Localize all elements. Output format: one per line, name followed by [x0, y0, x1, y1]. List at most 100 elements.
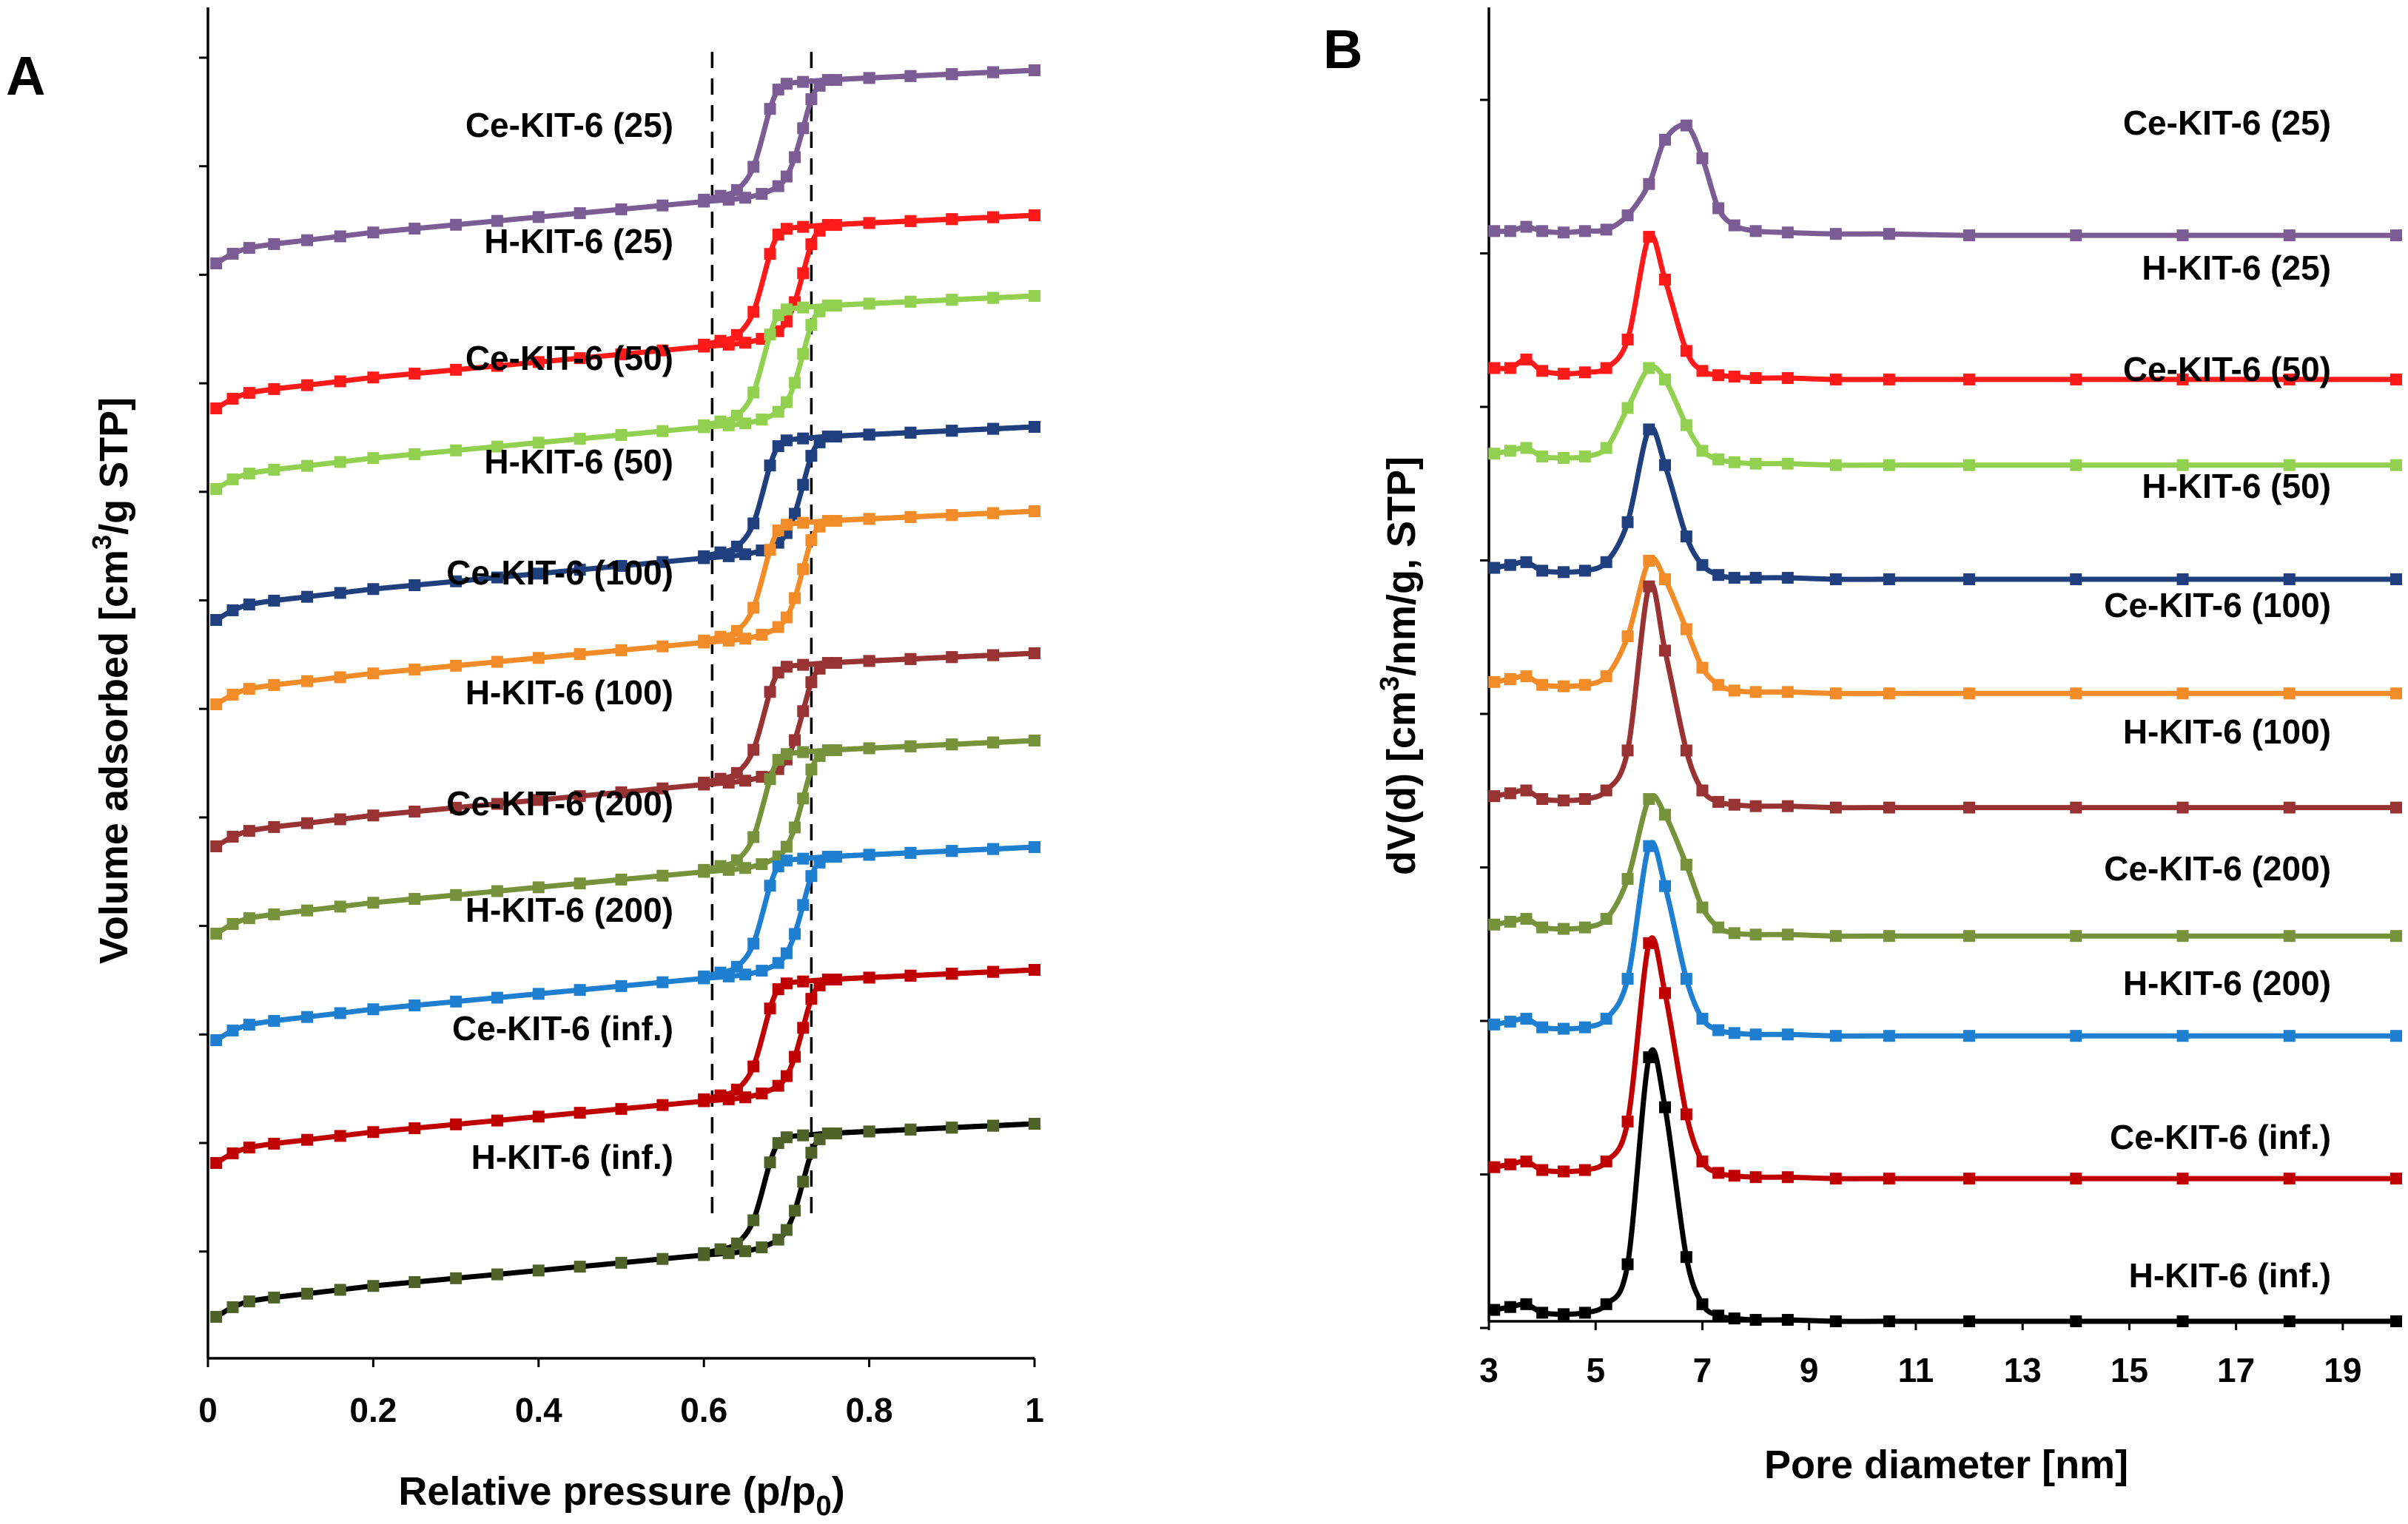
data-point	[2283, 930, 2296, 943]
data-point	[1680, 530, 1692, 543]
data-point	[615, 203, 628, 215]
data-point	[268, 237, 280, 250]
data-point	[1536, 564, 1549, 577]
data-point	[805, 319, 818, 331]
x-tick-label: 0.8	[846, 1391, 893, 1429]
data-point	[797, 975, 810, 988]
data-point	[789, 151, 801, 163]
data-point	[1029, 1118, 1040, 1130]
data-point	[797, 1022, 810, 1034]
data-point	[797, 563, 810, 576]
panel-a-letter: A	[6, 45, 45, 107]
data-point	[805, 763, 818, 776]
data-point	[301, 1133, 314, 1146]
data-point	[1536, 678, 1549, 691]
data-point	[1829, 687, 1842, 700]
data-point	[863, 742, 875, 755]
data-point	[268, 908, 280, 920]
data-point	[243, 387, 255, 399]
panel-a-y-title: Volume adsorbed [cm3/g STP]	[87, 397, 136, 964]
data-point	[1829, 373, 1842, 385]
data-point	[2390, 1030, 2402, 1042]
data-point	[1749, 1171, 1762, 1184]
series-label: Ce-KIT-6 (200)	[2104, 849, 2331, 888]
data-point	[1680, 1108, 1692, 1121]
pore-series-h-kit-6-50	[1488, 423, 2402, 585]
data-point	[450, 1272, 463, 1284]
data-point	[574, 984, 586, 997]
data-point	[747, 1214, 760, 1227]
panel-b-x-title: Pore diameter [nm]	[1764, 1443, 2128, 1487]
data-point	[1557, 923, 1570, 935]
data-point	[1696, 1298, 1709, 1310]
data-point	[2283, 687, 2296, 700]
data-point	[1658, 273, 1671, 286]
data-point	[946, 651, 958, 664]
data-point	[268, 1137, 280, 1150]
data-point	[2070, 930, 2082, 943]
data-point	[615, 786, 628, 798]
data-point	[797, 267, 810, 280]
data-point	[780, 170, 793, 183]
series-label: Ce-KIT-6 (25)	[465, 106, 673, 144]
data-point	[656, 425, 669, 437]
desorption-line	[701, 1121, 1037, 1256]
data-point	[1488, 362, 1501, 374]
data-point	[532, 1264, 545, 1277]
data-point	[1029, 421, 1040, 433]
data-point	[2070, 1030, 2082, 1042]
series-label: Ce-KIT-6 (50)	[465, 339, 673, 377]
data-point	[1621, 744, 1634, 757]
series-h-kit-6-inf	[210, 1118, 1040, 1323]
data-point	[1658, 573, 1671, 585]
data-point	[863, 297, 875, 310]
data-point	[1643, 937, 1655, 949]
data-point	[1728, 456, 1741, 468]
data-point	[821, 851, 834, 863]
data-point	[1781, 457, 1794, 470]
data-point	[226, 392, 239, 405]
data-point	[772, 229, 784, 241]
data-point	[491, 1268, 503, 1281]
data-point	[698, 338, 710, 351]
data-point	[1536, 1306, 1549, 1319]
desorption-line	[701, 508, 1037, 644]
data-point	[1680, 345, 1692, 357]
data-point	[1643, 178, 1655, 190]
data-point	[730, 766, 743, 779]
data-point	[268, 1291, 280, 1304]
data-point	[1029, 964, 1040, 976]
data-point	[2390, 229, 2402, 242]
data-point	[1712, 795, 1725, 808]
data-point	[797, 348, 810, 360]
data-point	[714, 189, 727, 202]
data-point	[1829, 801, 1842, 814]
panel-b: 3 5 7 9 11 13 15 17 19 Ce-KIT-6 (25) H-KIT-6 (25)…	[1374, 7, 2402, 1487]
data-point	[334, 671, 346, 684]
data-point	[450, 889, 463, 901]
data-point	[656, 1099, 669, 1111]
data-point	[1520, 913, 1533, 925]
data-point	[1029, 735, 1040, 746]
data-point	[714, 1243, 727, 1255]
series-ce-kit-6-50	[210, 290, 1040, 495]
data-point	[1963, 801, 1976, 814]
series-label: H-KIT-6 (200)	[2123, 964, 2331, 1002]
data-point	[2283, 801, 2296, 814]
data-point	[1488, 562, 1501, 574]
data-point	[1643, 1051, 1655, 1064]
data-point	[1680, 858, 1692, 871]
data-point	[789, 821, 801, 834]
data-point	[574, 790, 586, 803]
data-point	[789, 1051, 801, 1063]
data-point	[904, 846, 917, 859]
data-point	[772, 440, 784, 453]
data-point	[1712, 1309, 1725, 1322]
data-point	[1621, 209, 1634, 222]
data-point	[1680, 973, 1692, 985]
data-point	[946, 425, 958, 437]
data-point	[210, 1311, 223, 1323]
data-point	[2070, 373, 2082, 385]
data-point	[764, 459, 776, 472]
data-point	[904, 510, 917, 523]
